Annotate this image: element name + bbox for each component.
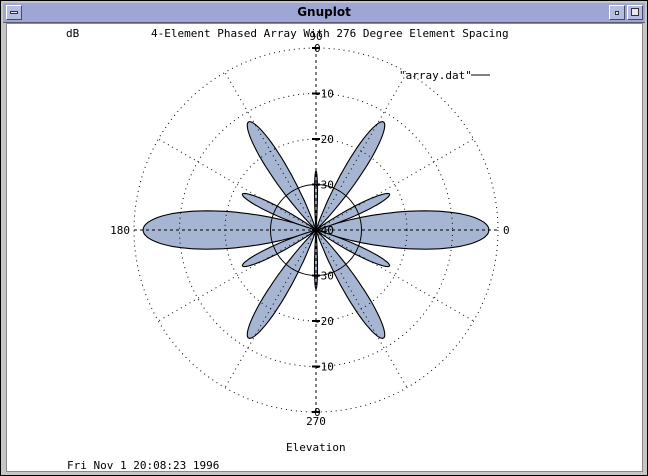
- pattern-lobe: [315, 229, 391, 268]
- radial-tick-label: -20: [314, 133, 334, 146]
- pattern-lobe: [241, 229, 317, 268]
- grid-spoke: [315, 138, 474, 231]
- radial-tick-label: -40: [314, 224, 334, 237]
- plot-title: 4-Element Phased Array With 276 Degree E…: [151, 27, 509, 40]
- window-menu-icon: [10, 11, 18, 14]
- timestamp: Fri Nov 1 20:08:23 1996: [67, 459, 219, 472]
- minimize-button[interactable]: [609, 5, 625, 20]
- grid-spoke: [224, 229, 317, 388]
- radial-tick-label: 0: [314, 406, 321, 419]
- pattern-lobe: [246, 121, 317, 231]
- minimize-icon: [615, 11, 619, 15]
- angle-label: 180: [110, 224, 130, 237]
- grid-spoke: [315, 72, 408, 231]
- maximize-icon: [631, 8, 639, 16]
- radial-tick-label: 0: [314, 42, 321, 55]
- radial-tick-label: -40: [314, 224, 334, 237]
- grid-spoke: [315, 229, 474, 322]
- maximize-button[interactable]: [627, 5, 643, 20]
- window-title: Gnuplot: [297, 5, 351, 19]
- grid-spoke: [158, 229, 317, 322]
- grid-spoke: [158, 138, 317, 231]
- plot-canvas: 0 0 -10 -10 -20 -20 -30 -30 -40 -40 0 90 180 270 dB 4…: [6, 23, 643, 472]
- pattern-lobe: [246, 229, 317, 339]
- title-bar[interactable]: Gnuplot: [3, 3, 645, 23]
- plot-ylabel: dB: [66, 27, 80, 40]
- pattern-lobe: [142, 210, 318, 250]
- angle-label: 270: [306, 415, 326, 428]
- radial-tick-label: -20: [314, 315, 334, 328]
- pattern-lobe: [241, 192, 317, 231]
- pattern-lobe: [315, 229, 386, 339]
- grid-spoke: [224, 72, 317, 231]
- window-menu-button[interactable]: [6, 5, 22, 20]
- plot-xlabel: Elevation: [286, 441, 346, 454]
- radial-tick-label: -30: [314, 179, 334, 192]
- pattern-lobe: [315, 192, 391, 231]
- grid-spoke: [315, 229, 408, 388]
- radial-tick-label: -10: [314, 361, 334, 374]
- legend-label: "array.dat": [399, 69, 472, 82]
- radial-tick-label: -10: [314, 88, 334, 101]
- angle-label: 90: [309, 30, 322, 43]
- angle-label: 0: [503, 224, 510, 237]
- pattern-lobe: [315, 121, 386, 231]
- radial-tick-label: -30: [314, 270, 334, 283]
